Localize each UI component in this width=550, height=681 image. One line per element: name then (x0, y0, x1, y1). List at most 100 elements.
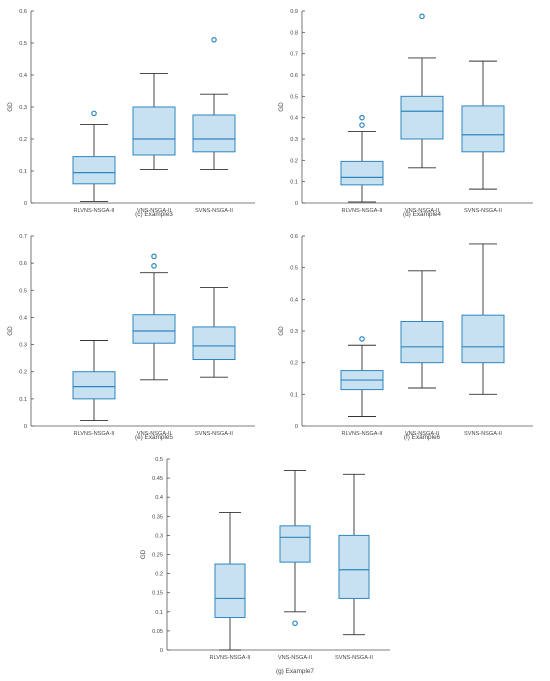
box-rlvns (340, 336, 384, 417)
outlier-point (151, 253, 157, 260)
y-tick-label: 0.7 (290, 52, 298, 58)
outlier-point (292, 620, 298, 627)
y-tick-label: 0.1 (19, 397, 27, 403)
y-tick-label: 0.4 (19, 73, 27, 79)
outlier-point (359, 336, 365, 342)
y-axis-label: GD (278, 326, 285, 336)
box-svns (338, 473, 370, 636)
chart-example7: 0 0.05 0.1 0.15 0.2 0.25 0.3 0.35 0.4 0.45 0.5 GD RL… (140, 457, 390, 675)
iqr-box (192, 114, 236, 153)
iqr-box (461, 314, 505, 364)
x-category-label: VNS-NSGA-II (405, 431, 440, 437)
y-tick-label: 0.5 (19, 288, 27, 294)
y-tick-label: 0.4 (155, 495, 163, 501)
y-axis-label: GD (7, 326, 14, 336)
y-tick-label: 0.2 (290, 158, 298, 164)
iqr-box (72, 156, 116, 185)
x-category-label: SVNS-NSGA-II (335, 655, 373, 661)
chart-caption: (c) Example3 (135, 211, 173, 218)
x-category-label: RLVNS-NSGA-II (74, 208, 115, 214)
x-category-label: RLVNS-NSGA-II (342, 431, 383, 437)
chart-caption: (f) Example6 (404, 434, 441, 441)
x-category-label: SVNS-NSGA-II (195, 208, 233, 214)
y-tick-label: 0.4 (290, 297, 298, 303)
y-tick-label: 0 (160, 648, 163, 654)
y-tick-label: 0.5 (19, 41, 27, 47)
y-tick-label: 0.4 (19, 315, 27, 321)
outlier-point (211, 36, 217, 43)
chart-example4: 0 0.1 0.2 0.3 0.4 0.5 0.6 0.7 0.8 0.9 GD RLVNS-NSGA… (278, 9, 533, 218)
outlier-point (359, 122, 365, 128)
y-tick-label: 0.1 (290, 392, 298, 398)
y-tick-label: 0.05 (152, 629, 163, 635)
x-category-label: RLVNS-NSGA-II (74, 431, 115, 437)
box-vns (400, 13, 444, 169)
iqr-box (461, 105, 505, 153)
y-tick-label: 0.45 (152, 476, 163, 482)
chart-example5: 0 0.1 0.2 0.3 0.4 0.5 0.6 0.7 GD RLVNS-NSGA-II VNS… (7, 234, 255, 441)
outlier-point (91, 110, 97, 117)
y-tick-label: 0.9 (290, 9, 298, 15)
iqr-box (132, 314, 176, 344)
y-tick-label: 0.6 (290, 73, 298, 79)
y-tick-label: 0.15 (152, 591, 163, 597)
y-tick-label: 0.25 (152, 553, 163, 559)
box-svns (192, 287, 236, 378)
y-tick-label: 0.7 (19, 234, 27, 240)
y-tick-label: 0 (24, 424, 27, 430)
y-tick-label: 0.6 (19, 261, 27, 267)
iqr-box (400, 95, 444, 140)
box-vns (279, 470, 311, 627)
y-tick-label: 0 (295, 424, 298, 430)
iqr-box (340, 160, 384, 186)
y-tick-label: 0.2 (19, 370, 27, 376)
outlier-point (151, 263, 157, 269)
y-tick-label: 0.1 (290, 180, 298, 186)
x-category-label: SVNS-NSGA-II (464, 208, 502, 214)
iqr-box (338, 534, 370, 599)
y-tick-label: 0.2 (290, 361, 298, 367)
x-category-label: VNS-NSGA-II (278, 655, 313, 661)
x-category-label: VNS-NSGA-II (137, 431, 172, 437)
iqr-box (132, 106, 176, 156)
box-vns (400, 270, 444, 389)
iqr-box (72, 371, 116, 400)
y-axis-label: GD (140, 549, 147, 559)
box-rlvns (72, 110, 116, 202)
y-tick-label: 0 (24, 201, 27, 207)
iqr-box (214, 563, 246, 619)
y-tick-label: 0.35 (152, 514, 163, 520)
y-tick-label: 0.3 (155, 533, 163, 539)
y-tick-label: 0.5 (290, 94, 298, 100)
box-vns (132, 72, 176, 170)
iqr-box (400, 321, 444, 364)
x-category-label: SVNS-NSGA-II (464, 431, 502, 437)
outlier-point (419, 13, 425, 20)
chart-caption: (d) Example4 (403, 211, 441, 218)
box-rlvns (214, 512, 246, 651)
y-tick-label: 0.1 (155, 610, 163, 616)
outlier-point (359, 114, 365, 121)
x-category-label: RLVNS-NSGA-II (342, 208, 383, 214)
box-svns (461, 60, 505, 190)
box-rlvns (72, 340, 116, 422)
x-category-label: RLVNS-NSGA-II (210, 655, 251, 661)
y-tick-label: 0.3 (290, 137, 298, 143)
x-category-label: VNS-NSGA-II (405, 208, 440, 214)
y-tick-label: 0.5 (290, 266, 298, 272)
y-tick-label: 0.3 (19, 105, 27, 111)
y-tick-label: 0.2 (155, 572, 163, 578)
y-tick-label: 0.3 (19, 343, 27, 349)
chart-caption: (e) Example5 (135, 434, 173, 441)
y-tick-label: 0.1 (19, 169, 27, 175)
chart-example6: 0 0.1 0.2 0.3 0.4 0.5 0.6 GD RLVNS-NSGA-II VNS-NS… (278, 234, 533, 441)
box-svns (192, 36, 236, 170)
box-svns (461, 243, 505, 395)
x-category-label: SVNS-NSGA-II (195, 431, 233, 437)
chart-example3: 0 0.1 0.2 0.3 0.4 0.5 0.6 GD RLVNS-NSGA-II VNS-NS… (7, 9, 255, 218)
iqr-box (192, 326, 236, 361)
y-tick-label: 0.6 (290, 234, 298, 240)
y-tick-label: 0.6 (19, 9, 27, 15)
chart-caption: (g) Example7 (276, 668, 314, 675)
x-category-label: VNS-NSGA-II (137, 208, 172, 214)
